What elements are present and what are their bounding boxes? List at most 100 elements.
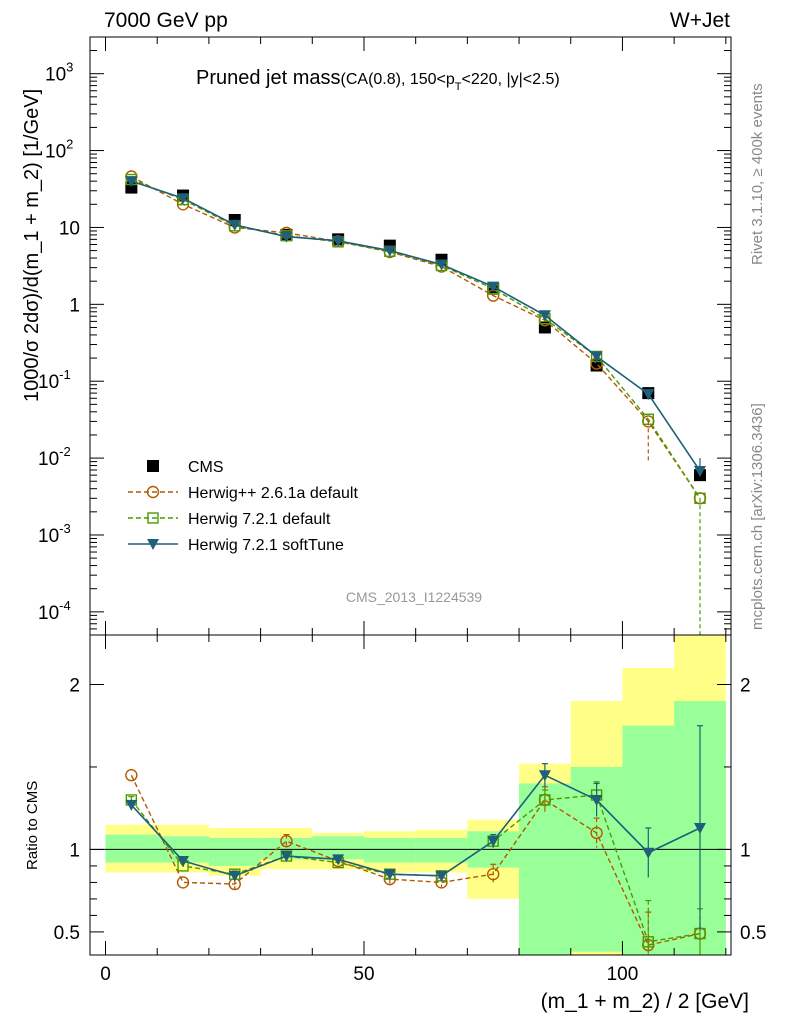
ratio-band-inner: [105, 834, 158, 863]
legend-entry: CMS: [147, 459, 224, 476]
ratio-band-inner: [363, 837, 416, 863]
y-tick-label: 10-1: [38, 367, 71, 393]
data-point: [693, 465, 706, 477]
series-line: [131, 180, 701, 472]
y-tick-base: 10: [59, 218, 80, 239]
ratio-band-inner: [208, 837, 261, 866]
ratio-y-tick-label-right: 2: [740, 675, 751, 696]
ratio-y-tick-label-left: 1: [69, 840, 80, 861]
series-line: [131, 175, 701, 499]
ratio-uncertainty-bands: [90, 635, 731, 955]
ratio-band-inner: [519, 783, 571, 955]
legend-marker: [146, 485, 160, 499]
data-point: [642, 389, 655, 401]
ratio-line: [130, 774, 701, 877]
x-tick-label: 0: [100, 964, 111, 985]
ratio-point: [125, 799, 138, 811]
legend-entry: Herwig++ 2.6.1a default: [128, 485, 358, 502]
y-tick-exponent: 2: [66, 137, 73, 152]
data-point: [383, 245, 396, 257]
legend-entry: Herwig 7.2.1 default: [128, 511, 331, 528]
data-point: [280, 231, 293, 243]
main-y-axis-label: 1000/σ 2dσ)/d(m_1 + m_2) [1/GeV]: [21, 89, 43, 402]
x-tick-label: 100: [607, 964, 639, 985]
ratio-point: [590, 794, 603, 806]
y-tick-label: 10-2: [38, 444, 71, 470]
legend-marker: [147, 460, 159, 472]
y-tick-label: 1: [69, 295, 80, 316]
y-tick-label: 10-4: [38, 598, 71, 624]
ratio-y-tick-label-right: 0.5: [740, 923, 766, 944]
legend-label: CMS: [188, 459, 224, 476]
ratio-panel-frame: [89, 634, 732, 956]
ratio-point: [280, 834, 293, 848]
analysis-id: CMS_2013_I1224539: [346, 589, 482, 605]
y-tick-base: 10: [38, 449, 59, 470]
y-tick-base: 10: [38, 372, 59, 393]
ratio-band-inner: [312, 836, 364, 860]
data-point: [538, 310, 551, 322]
plot-title-sub-a: (CA(0.8), 150<p: [341, 71, 455, 88]
legend-label: Herwig++ 2.6.1a default: [188, 485, 358, 502]
ratio-y-axis-label: Ratio to CMS: [24, 781, 41, 870]
ratio-point: [228, 870, 241, 882]
ratio-band-inner: [415, 837, 468, 863]
plot-title-main: Pruned jet mass: [196, 67, 341, 89]
rivet-label: Rivet 3.1.10, ≥ 400k events: [749, 83, 766, 265]
data-point: [435, 259, 448, 271]
y-tick-exponent: -4: [59, 598, 71, 613]
ratio-point: [538, 770, 551, 782]
ratio-line: [130, 774, 701, 946]
y-tick-label: 10: [59, 218, 80, 239]
y-tick-base: 10: [38, 603, 59, 624]
ratio-point: [177, 855, 190, 867]
plot-title: Pruned jet mass(CA(0.8), 150<pT<220, |y|…: [196, 67, 560, 93]
ratio-point: [693, 822, 706, 834]
x-tick-label: 50: [353, 964, 374, 985]
data-point: [125, 176, 138, 188]
legend-entry: Herwig 7.2.1 softTune: [128, 537, 344, 554]
legend-label: Herwig 7.2.1 softTune: [188, 537, 344, 554]
ratio-point: [642, 847, 655, 859]
ratio-band-inner: [260, 837, 313, 860]
main-panel-series: [125, 170, 707, 635]
plot-title-sub-c: <220, |y|<2.5): [462, 71, 560, 88]
ratio-y-tick-label-left: 2: [69, 675, 80, 696]
ratio-point: [280, 851, 293, 863]
ratio-point: [332, 854, 345, 866]
y-tick-base: 10: [38, 526, 59, 547]
y-tick-exponent: -2: [59, 444, 71, 459]
data-point: [694, 492, 706, 504]
data-point: [332, 235, 345, 247]
data-point: [177, 193, 190, 205]
ratio-series-3: [125, 725, 706, 931]
y-tick-label: 103: [45, 60, 73, 86]
y-tick-label: 102: [45, 137, 73, 163]
ratio-point: [539, 794, 551, 806]
series-line: [131, 178, 701, 499]
ratio-point: [125, 769, 138, 782]
ratio-y-tick-label-left: 0.5: [54, 923, 80, 944]
legend-marker: [147, 539, 159, 550]
process-label: W+Jet: [670, 9, 730, 32]
data-point: [228, 219, 241, 231]
legend-label: Herwig 7.2.1 default: [188, 511, 331, 528]
ratio-y-tick-label-right: 1: [740, 840, 751, 861]
y-tick-base: 10: [45, 142, 66, 163]
plot-title-sub-b: T: [455, 81, 462, 93]
ratio-point: [487, 867, 500, 881]
data-point: [125, 181, 138, 194]
y-tick-label: 10-3: [38, 521, 71, 547]
y-tick-base: 1: [69, 295, 80, 316]
y-tick-exponent: -3: [59, 521, 71, 536]
data-point: [487, 281, 500, 293]
legend: CMS Herwig++ 2.6.1a default Herwig 7.2.1 d…: [128, 459, 358, 554]
y-tick-base: 10: [45, 65, 66, 86]
series-3: [125, 176, 706, 477]
ratio-panel-series: [125, 725, 707, 955]
data-point: [590, 351, 603, 363]
ratio-point: [487, 836, 500, 848]
ratio-point: [435, 870, 448, 882]
